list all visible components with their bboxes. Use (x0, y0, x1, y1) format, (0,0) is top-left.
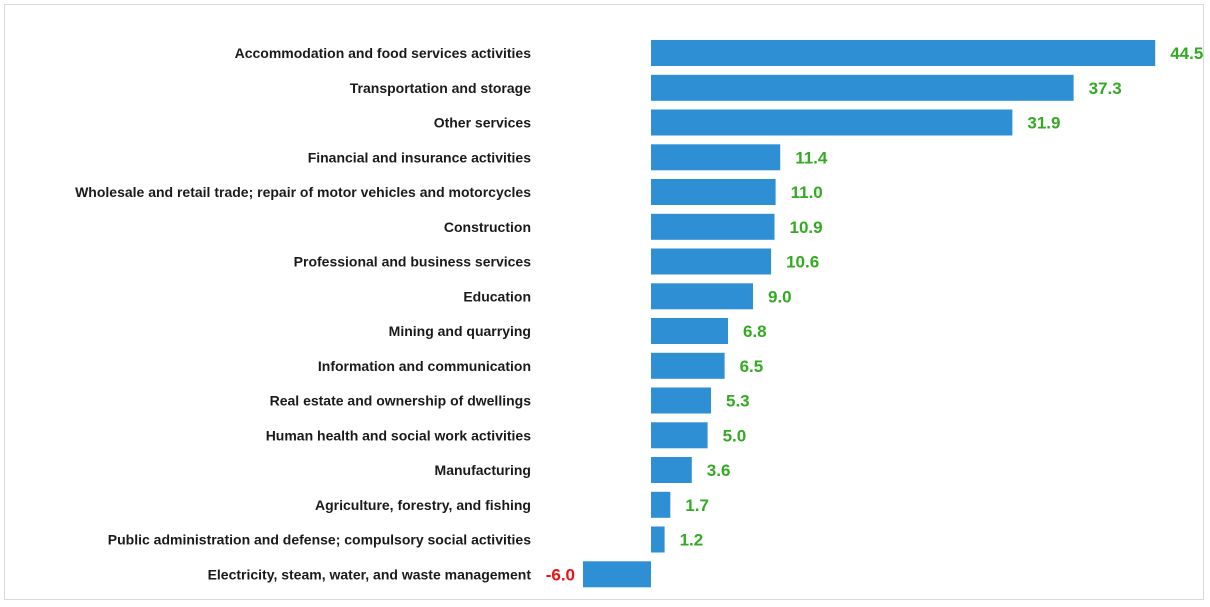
category-label: Transportation and storage (350, 80, 531, 96)
bar (651, 74, 1074, 101)
bar (651, 457, 692, 483)
category-label: Agriculture, forestry, and fishing (315, 497, 531, 513)
value-label: 44.5 (1170, 44, 1203, 63)
category-label: Other services (434, 115, 531, 131)
category-label: Professional and business services (294, 254, 532, 270)
bar (651, 109, 1013, 136)
category-label: Accommodation and food services activiti… (235, 45, 532, 61)
value-label: 11.0 (791, 183, 823, 202)
value-label: 5.3 (726, 392, 750, 411)
category-labels-group: Accommodation and food services activiti… (75, 45, 531, 582)
bar (651, 422, 708, 449)
value-label: 37.3 (1089, 79, 1122, 98)
bar (651, 318, 728, 344)
bar (651, 144, 781, 171)
value-label: 9.0 (768, 287, 792, 306)
bar (651, 387, 711, 414)
category-label: Mining and quarrying (389, 323, 531, 339)
value-label: 11.4 (795, 148, 828, 167)
bar (651, 213, 775, 240)
category-label: Information and communication (318, 358, 531, 374)
value-label: 6.5 (740, 357, 764, 376)
bar (651, 179, 776, 205)
value-label: 6.8 (743, 322, 767, 341)
value-labels-group: 44.5 37.3 31.9 11.4 11.0 10.9 10.6 9.06.8 6.5 5.3… (546, 44, 1204, 584)
category-label: Wholesale and retail trade; repair of mo… (75, 184, 531, 200)
bar (651, 248, 772, 275)
category-label: Education (463, 288, 531, 304)
value-label: 10.6 (786, 253, 819, 272)
bar (651, 526, 665, 553)
value-label: 31.9 (1027, 114, 1060, 133)
bars-group (583, 40, 1156, 588)
value-label: 3.6 (707, 461, 731, 480)
bar (651, 40, 1156, 66)
category-label: Human health and social work activities (266, 427, 532, 443)
bar (651, 352, 725, 379)
category-label: Financial and insurance activities (308, 149, 532, 165)
chart-frame (4, 4, 1204, 600)
value-label: 10.9 (790, 218, 823, 237)
value-label: 1.2 (680, 531, 704, 550)
bar (651, 283, 753, 310)
category-label: Real estate and ownership of dwellings (270, 393, 532, 409)
category-label: Electricity, steam, water, and waste man… (208, 566, 532, 582)
bar (651, 491, 671, 518)
category-label: Construction (444, 219, 531, 235)
value-label: 5.0 (723, 426, 747, 445)
value-label: -6.0 (546, 565, 575, 584)
value-label: 1.7 (685, 496, 709, 515)
category-label: Manufacturing (435, 462, 531, 478)
bar (583, 561, 651, 588)
category-label: Public administration and defense; compu… (108, 532, 531, 548)
